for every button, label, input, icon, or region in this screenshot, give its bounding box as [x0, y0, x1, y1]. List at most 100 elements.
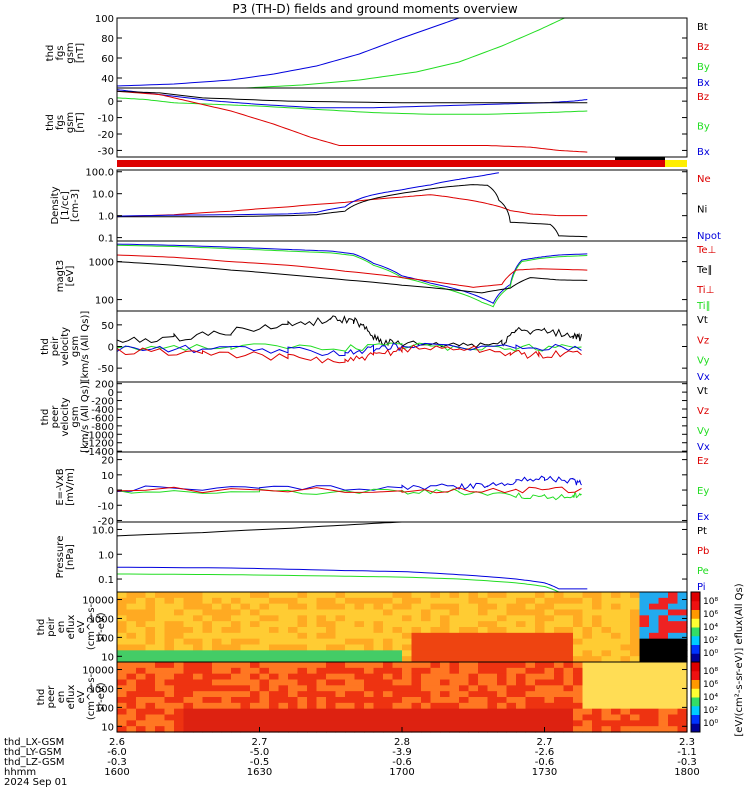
spectrogram-cell [364, 621, 375, 628]
spectrogram-cell [421, 673, 432, 681]
spectrogram-cell [563, 708, 574, 716]
spectrogram-cell [335, 726, 346, 733]
spectrogram-cell [525, 685, 536, 692]
spectrogram-cell [326, 592, 337, 599]
spectrogram-cell [117, 667, 128, 675]
legend-Ni: Ni [697, 205, 707, 216]
spectrogram-cell [117, 603, 128, 611]
y-axis-label: peer [50, 405, 61, 429]
spectrogram-cell [497, 644, 508, 651]
spectrogram-cell [345, 621, 356, 628]
spectrogram-cell [231, 726, 242, 733]
panel-1 [116, 17, 688, 89]
spectrogram-cell [164, 632, 175, 640]
spectrogram-cell [487, 679, 498, 686]
spectrogram-cell [373, 714, 384, 721]
spectrogram-cell [202, 615, 213, 622]
spectrogram-cell [649, 691, 660, 698]
spectrogram-cell [430, 702, 441, 710]
spectrogram-cell [658, 592, 669, 599]
spectrogram-cell [183, 632, 194, 640]
spectrogram-cell [421, 638, 432, 646]
spectrogram-cell [611, 656, 622, 663]
spectrogram-cell [449, 603, 460, 611]
spectrogram-cell [497, 603, 508, 611]
spectrogram-cell [421, 691, 432, 698]
spectrogram-cell [554, 714, 565, 721]
spectrogram-cell [278, 720, 289, 727]
spectrogram-cell [658, 650, 669, 657]
spectrogram-cell [117, 644, 128, 651]
spectrogram-cell [601, 592, 612, 599]
spectrogram-cell [516, 638, 527, 646]
y-axis-label: eV [76, 620, 87, 633]
y-tick-label: 100 [95, 14, 114, 25]
spectrogram-cell [554, 597, 565, 605]
spectrogram-cell [649, 673, 660, 681]
spectrogram-cell [611, 609, 622, 616]
spectrogram-cell [497, 726, 508, 733]
spectrogram-cell [478, 697, 489, 704]
spectrogram-cell [231, 697, 242, 704]
colorbar-segment-2 [691, 714, 700, 724]
spectrogram-cell [193, 632, 204, 640]
spectrogram-cell [544, 627, 555, 634]
spectrogram-cell [402, 662, 413, 669]
y-axis-label: [nT] [75, 112, 86, 132]
y-tick-label: 1000 [89, 258, 114, 269]
spectrogram-cell [202, 708, 213, 716]
spectrogram-cell [164, 627, 175, 634]
spectrogram-cell [126, 685, 137, 692]
spectrogram-cell [136, 627, 147, 634]
spectrogram-cell [373, 592, 384, 599]
spectrogram-cell [525, 609, 536, 616]
spectrogram-cell [649, 720, 660, 727]
spectrogram-cell [459, 702, 470, 710]
spectrogram-cell [117, 679, 128, 686]
spectrogram-cell [155, 644, 166, 651]
spectrogram-cell [601, 691, 612, 698]
spectrogram-cell [126, 656, 137, 663]
spectrogram-cell [117, 615, 128, 622]
spectrogram-cell [478, 632, 489, 640]
spectrogram-cell [630, 679, 641, 686]
spectrogram-cell [421, 720, 432, 727]
y-tick-label: -1200 [85, 439, 114, 450]
spectrogram-cell [668, 685, 679, 692]
spectrogram-cell [155, 621, 166, 628]
colorbar-frame-2 [690, 661, 701, 733]
spectrogram-cell [269, 667, 280, 675]
x-tick-label: -3.9 [392, 747, 412, 758]
series-line-blue [117, 18, 461, 87]
spectrogram-cell [478, 720, 489, 727]
spectrogram-cell [468, 638, 479, 646]
spectrogram-cell [573, 662, 584, 669]
spectrogram-cell [383, 621, 394, 628]
spectrogram-cell [582, 720, 593, 727]
spectrogram-cell [573, 708, 584, 716]
spectrogram-cell [259, 708, 270, 716]
spectrogram-cell [383, 656, 394, 663]
spectrogram-cell [145, 621, 156, 628]
spectrogram-cell [535, 708, 546, 716]
spectrogram-cell [117, 597, 128, 605]
spectrogram-cell [392, 662, 403, 669]
spectrogram-cell [573, 720, 584, 727]
spectrogram-cell [554, 679, 565, 686]
spectrogram-cell [174, 638, 185, 646]
spectrogram-cell [278, 691, 289, 698]
spectrogram-cell [573, 621, 584, 628]
spectrogram-cell [345, 662, 356, 669]
spectrogram-cell [573, 627, 584, 634]
spectrogram-cell [421, 603, 432, 611]
spectrogram-cell [421, 621, 432, 628]
spectrogram-cell [430, 597, 441, 605]
spectrogram-cell [174, 597, 185, 605]
series-line-black [117, 90, 588, 104]
spectrogram-cell [592, 638, 603, 646]
spectrogram-cell [250, 644, 261, 651]
spectrogram-cell [183, 627, 194, 634]
spectrogram-cell [620, 627, 631, 634]
spectrogram-cell [288, 656, 299, 663]
colorbar-tick: 10⁶ [703, 610, 718, 620]
